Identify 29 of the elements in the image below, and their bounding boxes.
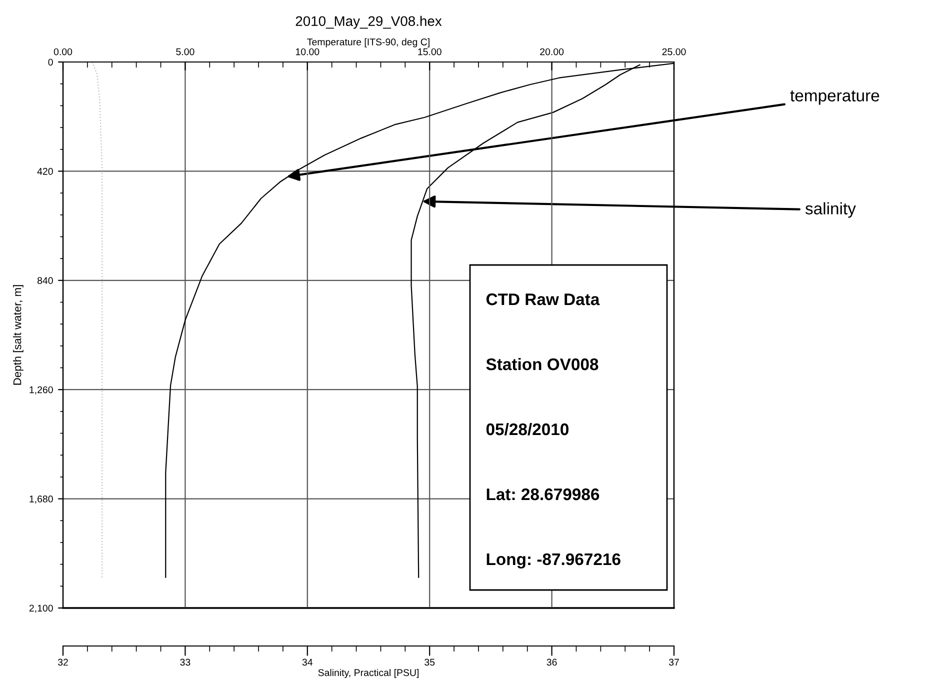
x2-tick-label: 15.00 [418, 48, 442, 56]
x2-axis-title: Temperature [ITS-90, deg C] [307, 38, 430, 48]
annotation: Lat: 28.679986 [486, 488, 600, 500]
annotation: 05/28/2010 [486, 422, 568, 436]
x2-tick-label: 10.00 [296, 48, 320, 56]
y-tick-label: 1,680 [30, 496, 53, 504]
x-tick-label: 34 [302, 658, 313, 666]
x-tick-label: 36 [546, 658, 557, 666]
annotation: Station OV008 [486, 358, 598, 370]
x-tick-label: 32 [58, 658, 68, 666]
x-tick-label: 33 [180, 658, 190, 666]
y-tick-label: 0 [48, 58, 53, 66]
x2-tick-label: 5.00 [176, 48, 194, 56]
y-tick-label: 840 [37, 277, 53, 284]
x-tick-label: 35 [424, 658, 435, 666]
y-tick-label: 1,260 [30, 386, 53, 394]
y-tick-label: 420 [37, 168, 53, 175]
annotation: CTD Raw Data [486, 293, 600, 306]
chart-title: 2010_May_29_V08.hex [296, 16, 442, 29]
x2-tick-label: 0.00 [54, 48, 72, 56]
annotation: temperature [790, 90, 880, 105]
x-tick-label: 37 [668, 658, 679, 666]
x2-tick-label: 20.00 [540, 48, 564, 56]
y-axis-title: Depth [salt water, m] [13, 285, 24, 385]
annotation: salinity [805, 202, 856, 218]
y-tick-label: 2,100 [29, 604, 53, 613]
annotation: Long: -87.967216 [486, 553, 620, 569]
x2-tick-label: 25.00 [662, 48, 686, 56]
x-axis-title: Salinity, Practical [PSU] [318, 668, 419, 678]
